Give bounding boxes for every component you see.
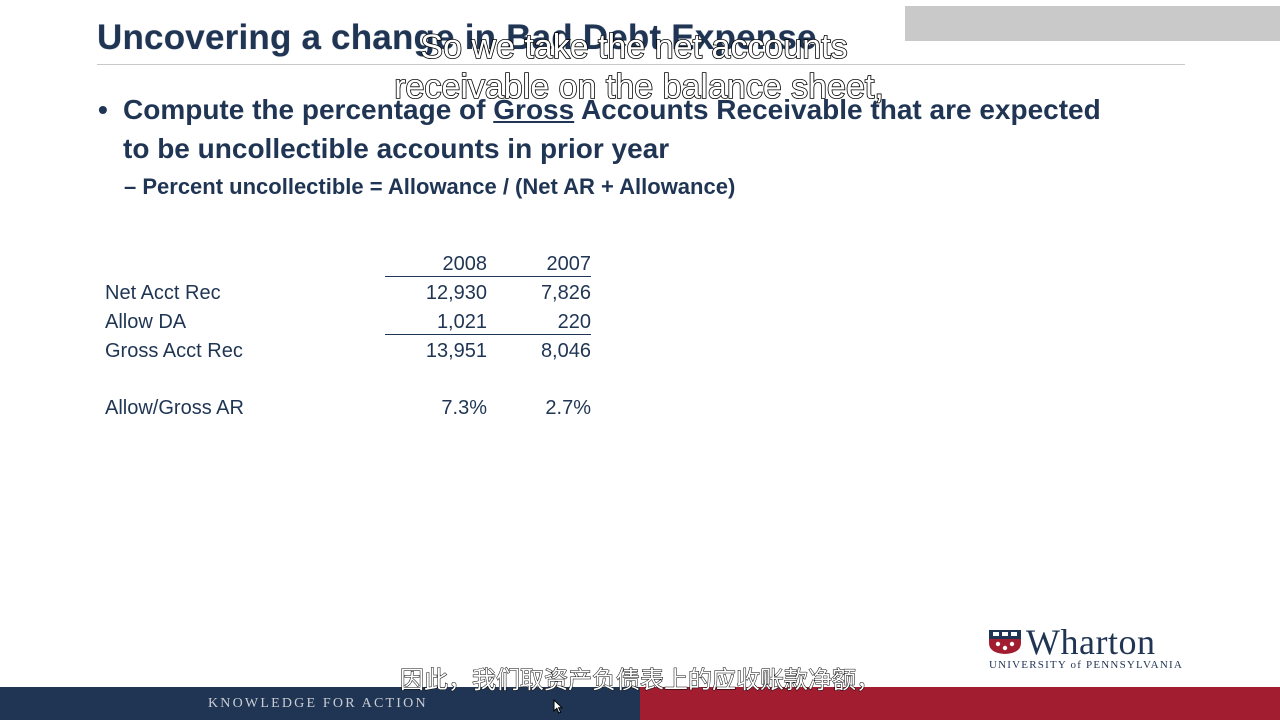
cell-2007: 2.7% xyxy=(545,397,591,419)
cell-2007: 220 xyxy=(487,311,591,335)
col-header-2007: 2007 xyxy=(487,253,591,277)
logo-wordmark: Wharton xyxy=(1026,622,1156,662)
cell-2008: 13,951 xyxy=(425,340,487,362)
caption-chinese: 因此，我们取资产负债表上的应收账款净额， xyxy=(400,666,881,695)
table-row: Allow/Gross AR 7.3% 2.7% xyxy=(105,397,595,425)
table-row: Gross Acct Rec 13,951 8,046 xyxy=(105,340,595,368)
sub-bullet: – Percent uncollectible = Allowance / (N… xyxy=(124,174,736,199)
caption-english-line1: So we take the net accounts xyxy=(420,27,849,67)
slide-title: Uncovering a change in Bad Debt Expense xyxy=(97,18,817,57)
footer-tagline: KNOWLEDGE FOR ACTION xyxy=(208,696,428,711)
footer-crimson-bar xyxy=(640,687,1280,720)
title-divider xyxy=(97,64,1185,65)
wharton-logo: Wharton UNIVERSITY of PENNSYLVANIA xyxy=(988,622,1193,673)
caption-english-line2: receivable on the balance sheet, xyxy=(393,67,884,107)
cell-2007: 7,826 xyxy=(540,282,591,304)
table-row: Net Acct Rec 12,930 7,826 xyxy=(105,282,595,310)
cell-2008: 7.3% xyxy=(441,397,487,419)
table-header-row: 2008 2007 xyxy=(105,253,595,281)
logo-subtitle: UNIVERSITY of PENNSYLVANIA xyxy=(989,659,1183,671)
corner-bar xyxy=(905,6,1280,41)
row-label: Gross Acct Rec xyxy=(105,340,243,362)
bullet-text-start: Compute the percentage of xyxy=(123,94,494,125)
bullet-emphasis: Gross xyxy=(493,94,575,125)
footer-navy-bar xyxy=(0,687,640,720)
row-label: Allow/Gross AR xyxy=(105,397,244,419)
cell-2008: 12,930 xyxy=(425,282,487,304)
row-label: Net Acct Rec xyxy=(105,282,221,304)
cell-2007: 8,046 xyxy=(540,340,591,362)
shield-icon xyxy=(989,630,1021,654)
mouse-pointer-icon xyxy=(553,699,563,714)
col-header-2008: 2008 xyxy=(385,253,487,277)
bullet-text-end: Accounts Receivable that are expected to… xyxy=(123,94,1101,164)
bullet-text: Compute the percentage of Gross Accounts… xyxy=(123,90,1113,168)
cell-2008: 1,021 xyxy=(385,311,487,335)
row-label: Allow DA xyxy=(105,311,187,333)
table-row: Allow DA 1,021 220 xyxy=(105,311,595,339)
bullet-dot: • xyxy=(98,94,108,125)
